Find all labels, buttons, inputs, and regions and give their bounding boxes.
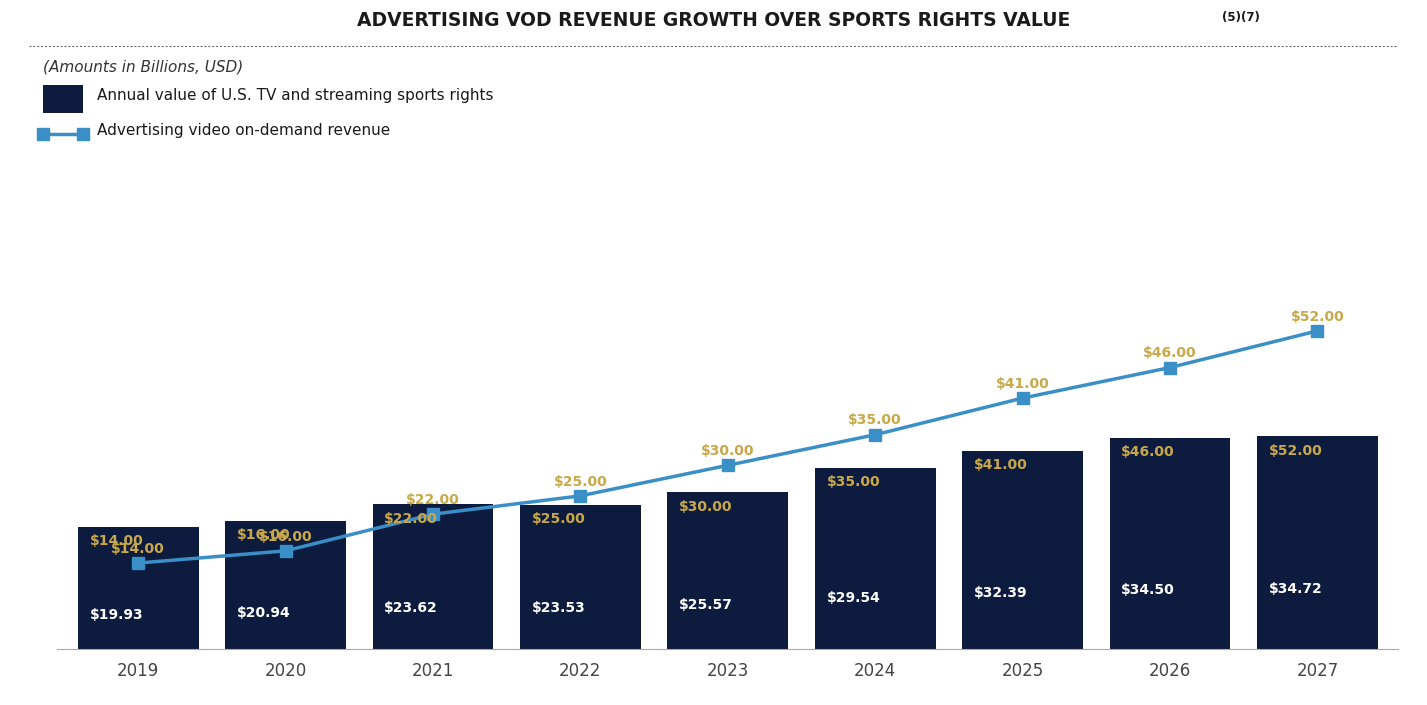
Text: $22.00: $22.00 bbox=[384, 512, 438, 526]
Bar bbox=[519, 505, 641, 649]
Bar bbox=[962, 450, 1083, 649]
Text: $41.00: $41.00 bbox=[996, 376, 1049, 391]
Text: $46.00: $46.00 bbox=[1143, 346, 1197, 360]
Text: $35.00: $35.00 bbox=[849, 413, 902, 427]
Text: $22.00: $22.00 bbox=[407, 493, 459, 507]
Text: $29.54: $29.54 bbox=[826, 591, 880, 605]
Bar bbox=[372, 504, 494, 649]
Text: $25.00: $25.00 bbox=[554, 474, 608, 489]
Bar bbox=[1257, 436, 1378, 649]
Text: $30.00: $30.00 bbox=[701, 444, 755, 458]
Text: $23.62: $23.62 bbox=[384, 601, 438, 615]
Text: Annual value of U.S. TV and streaming sports rights: Annual value of U.S. TV and streaming sp… bbox=[97, 87, 494, 103]
Text: ADVERTISING VOD REVENUE GROWTH OVER SPORTS RIGHTS VALUE: ADVERTISING VOD REVENUE GROWTH OVER SPOR… bbox=[357, 11, 1070, 30]
Bar bbox=[77, 527, 198, 649]
Text: $52.00: $52.00 bbox=[1269, 443, 1323, 458]
Text: $25.00: $25.00 bbox=[532, 512, 585, 526]
Bar bbox=[225, 521, 345, 649]
Text: $23.53: $23.53 bbox=[532, 601, 585, 615]
Text: $35.00: $35.00 bbox=[826, 475, 880, 489]
Text: $14.00: $14.00 bbox=[111, 541, 166, 556]
Text: $20.94: $20.94 bbox=[237, 606, 291, 620]
Text: $25.57: $25.57 bbox=[679, 598, 733, 612]
Text: Advertising video on-demand revenue: Advertising video on-demand revenue bbox=[97, 123, 391, 138]
Text: $30.00: $30.00 bbox=[679, 500, 732, 514]
Text: $16.00: $16.00 bbox=[237, 528, 291, 542]
Text: $34.72: $34.72 bbox=[1269, 582, 1323, 596]
Text: $41.00: $41.00 bbox=[975, 458, 1027, 472]
Text: $19.93: $19.93 bbox=[90, 608, 143, 622]
Text: $52.00: $52.00 bbox=[1290, 309, 1344, 324]
Text: $16.00: $16.00 bbox=[258, 529, 313, 544]
Text: $46.00: $46.00 bbox=[1122, 445, 1174, 459]
Bar bbox=[815, 468, 936, 649]
Text: $34.50: $34.50 bbox=[1122, 582, 1174, 596]
Bar bbox=[668, 492, 788, 649]
Text: (Amounts in Billions, USD): (Amounts in Billions, USD) bbox=[43, 60, 243, 75]
Text: $14.00: $14.00 bbox=[90, 534, 143, 548]
Text: $32.39: $32.39 bbox=[975, 586, 1027, 600]
Bar bbox=[1110, 438, 1230, 649]
Text: (5)(7): (5)(7) bbox=[1222, 11, 1260, 23]
